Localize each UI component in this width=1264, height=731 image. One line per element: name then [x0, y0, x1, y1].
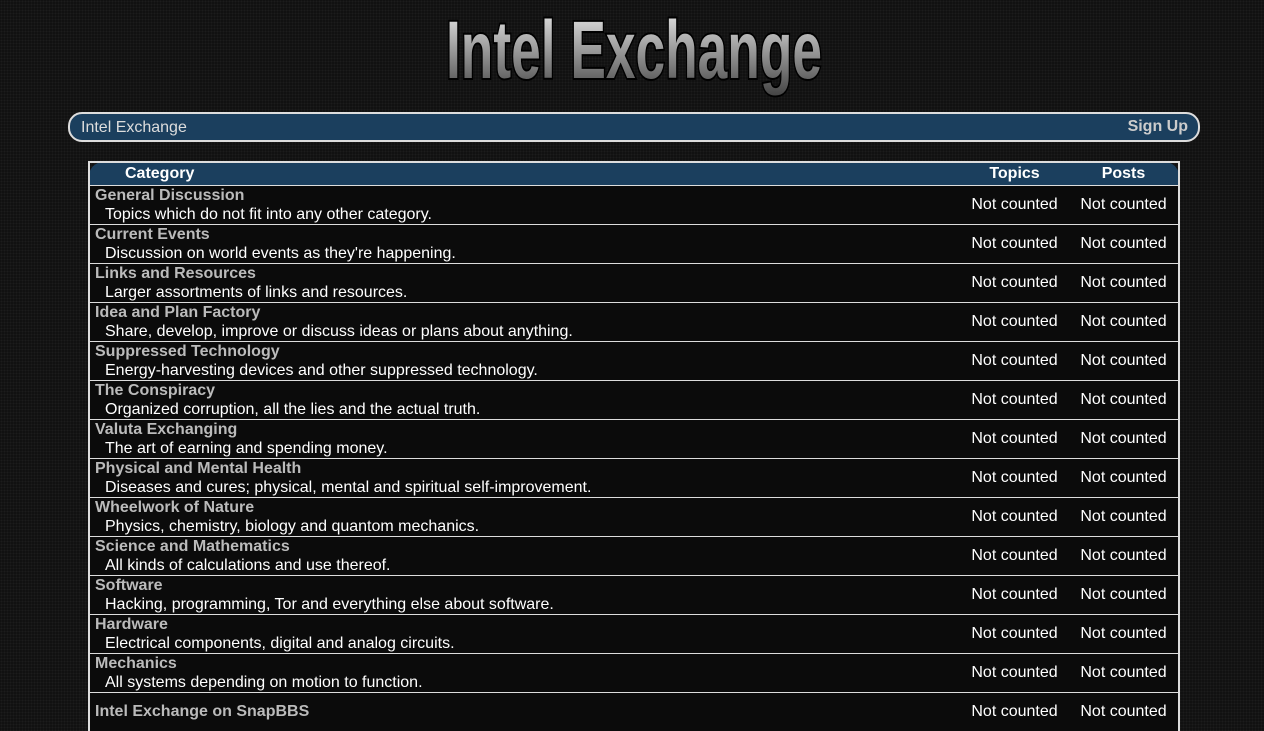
posts-count: Not counted	[1069, 381, 1179, 420]
category-description: All kinds of calculations and use thereo…	[95, 556, 960, 575]
category-description: Electrical components, digital and analo…	[95, 634, 960, 653]
topics-count: Not counted	[960, 342, 1069, 381]
topics-count: Not counted	[960, 654, 1069, 693]
category-description: Organized corruption, all the lies and t…	[95, 400, 960, 419]
category-title[interactable]: Mechanics	[95, 655, 960, 673]
category-title[interactable]: Current Events	[95, 226, 960, 244]
topics-count: Not counted	[960, 693, 1069, 731]
topics-count: Not counted	[960, 225, 1069, 264]
category-title[interactable]: Software	[95, 577, 960, 595]
posts-count: Not counted	[1069, 225, 1179, 264]
category-description: The art of earning and spending money.	[95, 439, 960, 458]
category-description: All systems depending on motion to funct…	[95, 673, 960, 692]
category-description: Physics, chemistry, biology and quantom …	[95, 517, 960, 536]
category-title[interactable]: Science and Mathematics	[95, 538, 960, 556]
category-description: Larger assortments of links and resource…	[95, 283, 960, 302]
category-title[interactable]: Wheelwork of Nature	[95, 499, 960, 517]
posts-count: Not counted	[1069, 303, 1179, 342]
topics-count: Not counted	[960, 615, 1069, 654]
page: Intel Exchange Intel Exchange Sign Up Ca…	[0, 0, 1264, 711]
category-cell: Intel Exchange on SnapBBS	[89, 693, 960, 731]
topics-count: Not counted	[960, 459, 1069, 498]
topics-count: Not counted	[960, 498, 1069, 537]
column-header: Posts	[1069, 162, 1179, 186]
category-description: Energy-harvesting devices and other supp…	[95, 361, 960, 380]
logo: Intel Exchange	[440, 6, 830, 98]
category-title[interactable]: Links and Resources	[95, 265, 960, 283]
category-title[interactable]: Suppressed Technology	[95, 343, 960, 361]
posts-count: Not counted	[1069, 459, 1179, 498]
category-description: Hacking, programming, Tor and everything…	[95, 595, 960, 614]
category-table: Category Topics Posts General Discussion…	[88, 161, 1180, 731]
topics-count: Not counted	[960, 186, 1069, 225]
posts-count: Not counted	[1069, 264, 1179, 303]
logo-text: Intel Exchange	[446, 6, 822, 96]
topics-count: Not counted	[960, 537, 1069, 576]
posts-count: Not counted	[1069, 615, 1179, 654]
category-title[interactable]: The Conspiracy	[95, 382, 960, 400]
posts-count: Not counted	[1069, 186, 1179, 225]
category-title[interactable]: Hardware	[95, 616, 960, 634]
posts-count: Not counted	[1069, 654, 1179, 693]
posts-count: Not counted	[1069, 420, 1179, 459]
signup-link[interactable]: Sign Up	[1128, 118, 1188, 136]
category-title[interactable]: Intel Exchange on SnapBBS	[95, 703, 960, 721]
posts-count: Not counted	[1069, 693, 1179, 731]
posts-count: Not counted	[1069, 342, 1179, 381]
column-header: Category	[89, 162, 960, 186]
posts-count: Not counted	[1069, 498, 1179, 537]
topics-count: Not counted	[960, 264, 1069, 303]
category-title[interactable]: General Discussion	[95, 187, 960, 205]
category-title[interactable]: Valuta Exchanging	[95, 421, 960, 439]
category-title[interactable]: Physical and Mental Health	[95, 460, 960, 478]
topics-count: Not counted	[960, 381, 1069, 420]
nav-bar: Intel Exchange Sign Up	[68, 112, 1200, 142]
topics-count: Not counted	[960, 576, 1069, 615]
topics-count: Not counted	[960, 420, 1069, 459]
category-title[interactable]: Idea and Plan Factory	[95, 304, 960, 322]
category-description: Topics which do not fit into any other c…	[95, 205, 960, 224]
posts-count: Not counted	[1069, 537, 1179, 576]
category-description: Diseases and cures; physical, mental and…	[95, 478, 960, 497]
column-header: Topics	[960, 162, 1069, 186]
home-link[interactable]: Intel Exchange	[81, 119, 187, 137]
category-description: Discussion on world events as they're ha…	[95, 244, 960, 263]
topics-count: Not counted	[960, 303, 1069, 342]
posts-count: Not counted	[1069, 576, 1179, 615]
category-description: Share, develop, improve or discuss ideas…	[95, 322, 960, 341]
